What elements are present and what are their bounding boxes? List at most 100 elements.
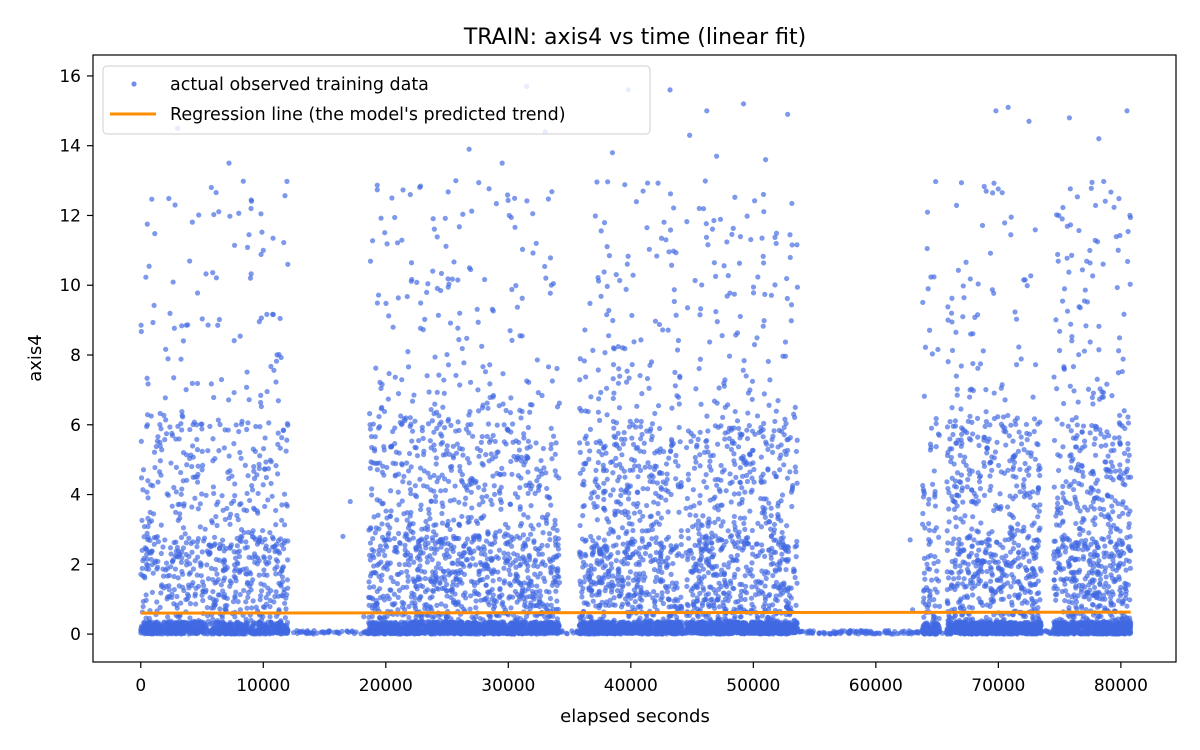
data-point (294, 630, 300, 636)
data-point (236, 569, 242, 575)
data-point (447, 498, 453, 504)
data-point (371, 548, 377, 554)
data-point (283, 595, 289, 601)
data-point (523, 604, 529, 610)
data-point (416, 437, 422, 444)
data-point (431, 447, 438, 453)
data-point (369, 613, 375, 619)
data-point (820, 629, 826, 635)
data-point (501, 604, 507, 610)
data-point (419, 526, 425, 532)
data-point (649, 536, 655, 542)
data-point (268, 588, 274, 594)
data-point (249, 534, 256, 540)
data-point (532, 571, 538, 577)
data-point (256, 626, 262, 632)
data-point (162, 537, 168, 543)
data-point (248, 571, 254, 577)
data-point (267, 597, 273, 604)
data-point (454, 535, 460, 542)
data-point (427, 603, 433, 610)
data-point (205, 322, 211, 328)
data-point (138, 438, 144, 444)
data-point (249, 487, 256, 493)
data-point (282, 193, 288, 199)
data-point (149, 548, 155, 554)
data-point (175, 423, 181, 429)
data-point (405, 573, 411, 580)
data-point (272, 566, 278, 572)
data-point (474, 445, 480, 452)
data-point (388, 508, 394, 514)
data-point (484, 493, 490, 499)
data-point (227, 213, 233, 219)
data-point (146, 263, 152, 269)
data-point (171, 375, 177, 381)
data-point (381, 614, 387, 620)
data-point (144, 422, 151, 428)
data-point (246, 232, 252, 238)
data-point (652, 450, 658, 456)
data-point (438, 488, 444, 494)
data-point (172, 627, 178, 633)
data-point (267, 457, 273, 463)
data-point (611, 425, 617, 431)
data-point (299, 628, 306, 634)
data-point (155, 558, 161, 565)
data-point (418, 300, 424, 306)
data-point (204, 604, 210, 611)
data-point (199, 467, 205, 473)
data-point (516, 629, 523, 635)
data-point (197, 501, 203, 507)
data-point (198, 573, 204, 579)
data-point (457, 577, 463, 583)
data-point (625, 496, 632, 502)
data-point (654, 253, 660, 259)
data-point (180, 338, 186, 344)
data-point (206, 551, 212, 557)
data-point (200, 462, 206, 468)
data-point (226, 453, 232, 459)
data-point (646, 246, 652, 252)
data-point (395, 489, 401, 495)
data-point (267, 554, 273, 561)
data-point (526, 379, 532, 385)
data-point (478, 515, 484, 521)
data-point (258, 588, 265, 594)
data-point (281, 491, 288, 497)
data-point (191, 419, 197, 425)
data-point (250, 577, 256, 583)
data-point (463, 495, 469, 501)
data-point (518, 520, 525, 527)
data-point (237, 502, 243, 508)
data-point (179, 408, 185, 415)
data-point (457, 625, 463, 631)
data-point (491, 620, 497, 626)
data-point (459, 472, 465, 478)
data-point (545, 196, 552, 202)
data-point (414, 567, 421, 573)
data-point (194, 544, 200, 550)
data-point (441, 377, 447, 383)
data-point (443, 614, 449, 621)
data-point (431, 613, 437, 620)
data-point (394, 240, 401, 246)
data-point (201, 535, 208, 541)
data-point (644, 375, 651, 382)
data-point (275, 593, 281, 599)
data-point (189, 443, 196, 449)
data-point (376, 615, 383, 621)
data-point (154, 533, 160, 540)
data-point (222, 516, 228, 523)
data-point (178, 534, 185, 541)
data-point (457, 382, 463, 388)
data-point (548, 441, 554, 447)
data-point (254, 561, 261, 567)
data-point (627, 569, 634, 575)
data-point (440, 452, 446, 458)
data-point (524, 567, 530, 574)
data-point (525, 469, 531, 475)
data-point (386, 313, 392, 319)
data-point (217, 421, 223, 428)
data-point (436, 372, 442, 378)
